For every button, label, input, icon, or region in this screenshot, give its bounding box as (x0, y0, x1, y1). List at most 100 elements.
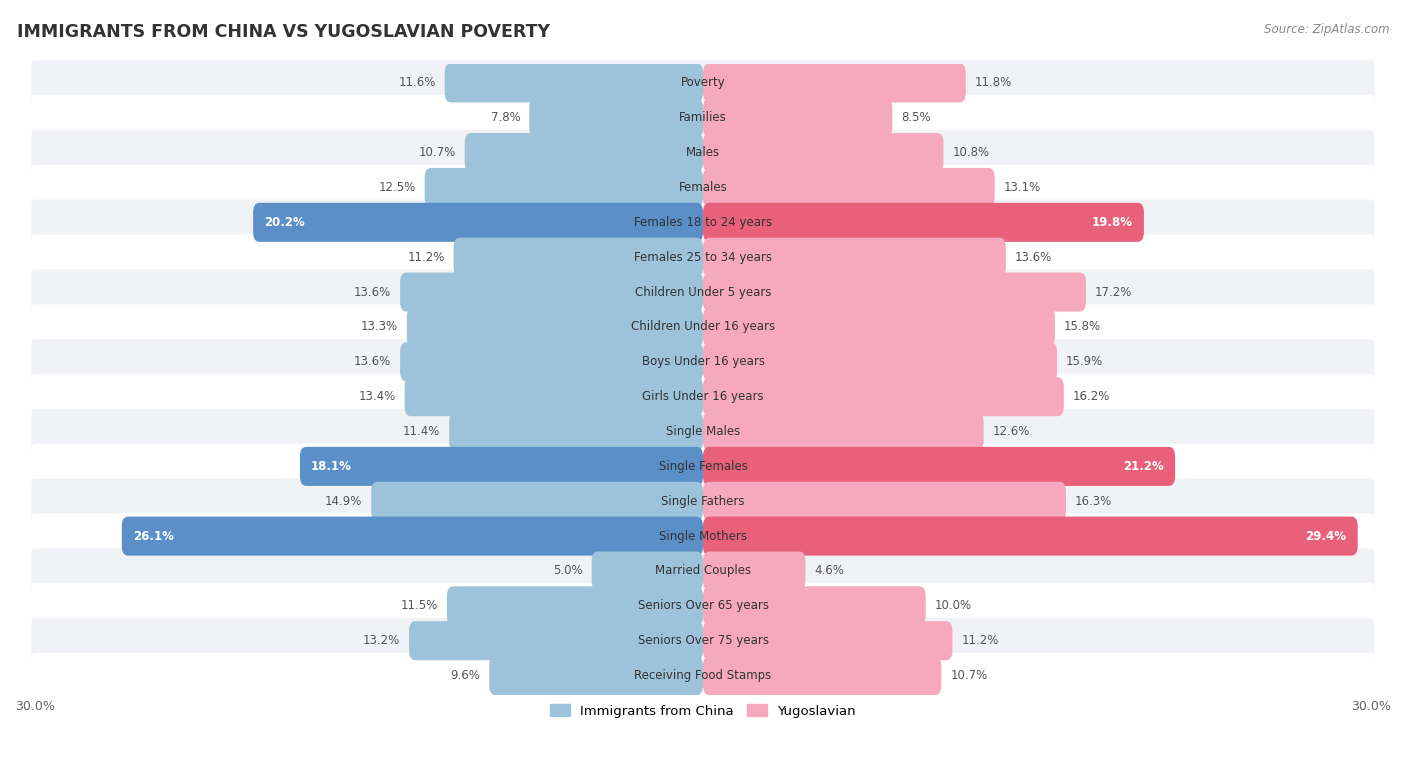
Text: 8.5%: 8.5% (901, 111, 931, 124)
Text: 13.6%: 13.6% (1015, 251, 1052, 264)
FancyBboxPatch shape (31, 269, 1375, 315)
FancyBboxPatch shape (401, 343, 703, 381)
Text: Females 18 to 24 years: Females 18 to 24 years (634, 216, 772, 229)
Text: Seniors Over 65 years: Seniors Over 65 years (637, 600, 769, 612)
FancyBboxPatch shape (31, 548, 1375, 594)
Text: Single Fathers: Single Fathers (661, 495, 745, 508)
FancyBboxPatch shape (703, 552, 806, 590)
FancyBboxPatch shape (31, 443, 1375, 489)
FancyBboxPatch shape (703, 133, 943, 172)
FancyBboxPatch shape (31, 95, 1375, 140)
FancyBboxPatch shape (703, 343, 1057, 381)
Text: 13.3%: 13.3% (361, 321, 398, 334)
FancyBboxPatch shape (444, 64, 703, 102)
Text: Girls Under 16 years: Girls Under 16 years (643, 390, 763, 403)
FancyBboxPatch shape (703, 168, 994, 207)
Text: 21.2%: 21.2% (1123, 460, 1164, 473)
FancyBboxPatch shape (592, 552, 703, 590)
Text: 10.7%: 10.7% (419, 146, 456, 159)
FancyBboxPatch shape (31, 60, 1375, 105)
Text: Females: Females (679, 181, 727, 194)
Text: 12.6%: 12.6% (993, 425, 1029, 438)
FancyBboxPatch shape (122, 517, 703, 556)
Text: 9.6%: 9.6% (450, 669, 481, 682)
Text: IMMIGRANTS FROM CHINA VS YUGOSLAVIAN POVERTY: IMMIGRANTS FROM CHINA VS YUGOSLAVIAN POV… (17, 23, 550, 41)
FancyBboxPatch shape (703, 656, 941, 695)
Text: Children Under 16 years: Children Under 16 years (631, 321, 775, 334)
Text: 5.0%: 5.0% (553, 565, 582, 578)
Text: Married Couples: Married Couples (655, 565, 751, 578)
Text: 11.6%: 11.6% (398, 77, 436, 89)
Text: Families: Families (679, 111, 727, 124)
FancyBboxPatch shape (454, 238, 703, 277)
Text: 26.1%: 26.1% (134, 530, 174, 543)
Text: 13.1%: 13.1% (1004, 181, 1040, 194)
FancyBboxPatch shape (489, 656, 703, 695)
Legend: Immigrants from China, Yugoslavian: Immigrants from China, Yugoslavian (544, 699, 862, 723)
Text: Receiving Food Stamps: Receiving Food Stamps (634, 669, 772, 682)
Text: Single Males: Single Males (666, 425, 740, 438)
Text: Males: Males (686, 146, 720, 159)
Text: Source: ZipAtlas.com: Source: ZipAtlas.com (1264, 23, 1389, 36)
Text: Boys Under 16 years: Boys Under 16 years (641, 356, 765, 368)
FancyBboxPatch shape (465, 133, 703, 172)
FancyBboxPatch shape (703, 482, 1066, 521)
Text: 17.2%: 17.2% (1095, 286, 1132, 299)
Text: 15.9%: 15.9% (1066, 356, 1104, 368)
Text: 12.5%: 12.5% (378, 181, 416, 194)
FancyBboxPatch shape (401, 273, 703, 312)
Text: 18.1%: 18.1% (311, 460, 352, 473)
FancyBboxPatch shape (703, 64, 966, 102)
Text: Poverty: Poverty (681, 77, 725, 89)
FancyBboxPatch shape (253, 203, 703, 242)
Text: 10.0%: 10.0% (935, 600, 972, 612)
FancyBboxPatch shape (31, 304, 1375, 349)
Text: 7.8%: 7.8% (491, 111, 520, 124)
Text: 11.8%: 11.8% (974, 77, 1012, 89)
FancyBboxPatch shape (406, 308, 703, 346)
Text: 15.8%: 15.8% (1064, 321, 1101, 334)
FancyBboxPatch shape (371, 482, 703, 521)
Text: 16.2%: 16.2% (1073, 390, 1109, 403)
Text: 14.9%: 14.9% (325, 495, 363, 508)
FancyBboxPatch shape (703, 622, 952, 660)
Text: 11.5%: 11.5% (401, 600, 439, 612)
Text: 10.7%: 10.7% (950, 669, 987, 682)
FancyBboxPatch shape (449, 412, 703, 451)
FancyBboxPatch shape (703, 99, 893, 137)
FancyBboxPatch shape (31, 583, 1375, 628)
Text: 11.4%: 11.4% (404, 425, 440, 438)
Text: Females 25 to 34 years: Females 25 to 34 years (634, 251, 772, 264)
Text: 16.3%: 16.3% (1076, 495, 1112, 508)
FancyBboxPatch shape (703, 447, 1175, 486)
FancyBboxPatch shape (529, 99, 703, 137)
FancyBboxPatch shape (703, 308, 1054, 346)
FancyBboxPatch shape (703, 587, 925, 625)
Text: 20.2%: 20.2% (264, 216, 305, 229)
FancyBboxPatch shape (31, 199, 1375, 245)
FancyBboxPatch shape (409, 622, 703, 660)
FancyBboxPatch shape (703, 377, 1064, 416)
FancyBboxPatch shape (31, 130, 1375, 175)
FancyBboxPatch shape (447, 587, 703, 625)
FancyBboxPatch shape (31, 513, 1375, 559)
FancyBboxPatch shape (299, 447, 703, 486)
FancyBboxPatch shape (31, 478, 1375, 524)
FancyBboxPatch shape (31, 374, 1375, 419)
Text: 13.6%: 13.6% (354, 286, 391, 299)
Text: Children Under 5 years: Children Under 5 years (634, 286, 772, 299)
FancyBboxPatch shape (703, 203, 1144, 242)
FancyBboxPatch shape (703, 238, 1005, 277)
FancyBboxPatch shape (31, 339, 1375, 384)
Text: 13.4%: 13.4% (359, 390, 395, 403)
Text: 13.2%: 13.2% (363, 634, 401, 647)
FancyBboxPatch shape (31, 164, 1375, 210)
Text: 11.2%: 11.2% (962, 634, 998, 647)
Text: Single Mothers: Single Mothers (659, 530, 747, 543)
Text: 29.4%: 29.4% (1306, 530, 1347, 543)
Text: Single Females: Single Females (658, 460, 748, 473)
Text: Seniors Over 75 years: Seniors Over 75 years (637, 634, 769, 647)
Text: 19.8%: 19.8% (1092, 216, 1133, 229)
Text: 4.6%: 4.6% (814, 565, 844, 578)
FancyBboxPatch shape (405, 377, 703, 416)
